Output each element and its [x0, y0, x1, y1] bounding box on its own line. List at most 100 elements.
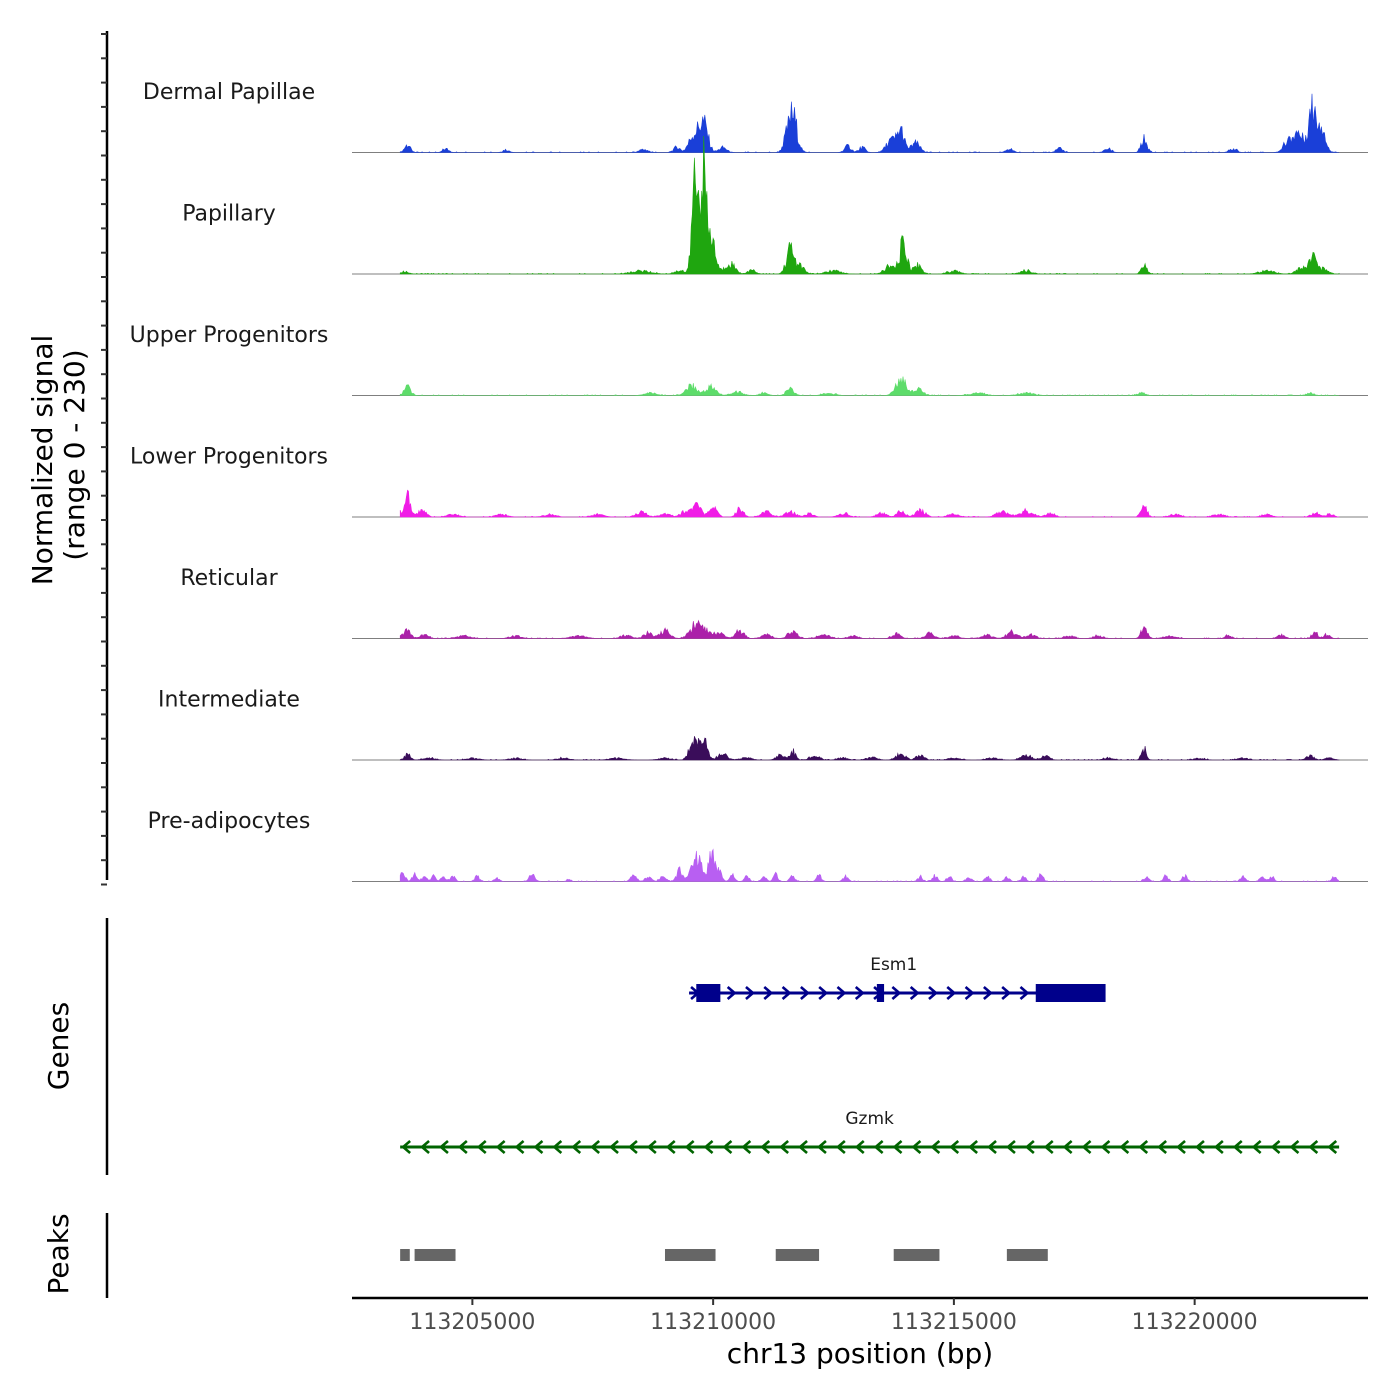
strand-arrow: [781, 986, 792, 1000]
x-tick-label: 113210000: [650, 1310, 776, 1335]
exon-block: [876, 984, 885, 1002]
strand-arrow: [798, 1140, 808, 1154]
strand-arrow: [420, 1140, 430, 1154]
coverage-track: Reticular: [180, 566, 1368, 639]
exon-block: [696, 984, 721, 1002]
strand-arrow: [983, 986, 993, 1000]
track-label: Pre-adipocytes: [148, 809, 311, 834]
strand-arrow: [401, 1140, 411, 1154]
coverage-track: Intermediate: [158, 688, 1368, 761]
strand-arrow: [760, 1140, 771, 1154]
strand-arrow: [1251, 1140, 1262, 1154]
strand-arrow: [1327, 1140, 1338, 1154]
genes-panel: Esm1 Gzmk: [400, 955, 1340, 1154]
coverage-tracks: Dermal Papillae Papillary Upper Progenitor…: [130, 80, 1368, 882]
strand-arrow: [665, 1140, 676, 1154]
strand-arrow: [1308, 1140, 1319, 1154]
coverage-track: Pre-adipocytes: [148, 809, 1368, 882]
strand-arrow: [571, 1140, 582, 1154]
strand-arrow: [1194, 1140, 1205, 1154]
peak-region: [1006, 1249, 1048, 1261]
x-tick-label: 113205000: [409, 1310, 535, 1335]
signal-area: [399, 489, 1340, 518]
strand-arrow: [892, 1140, 903, 1154]
track-label: Reticular: [180, 566, 278, 591]
strand-arrow: [779, 1140, 789, 1154]
track-label: Upper Progenitors: [130, 323, 329, 348]
strand-arrow: [1289, 1140, 1300, 1154]
strand-arrow: [457, 1140, 468, 1154]
track-label: Intermediate: [158, 688, 300, 713]
strand-arrow: [816, 1140, 827, 1154]
strand-arrow: [1138, 1140, 1149, 1154]
strand-arrow: [854, 986, 865, 1000]
x-tick-label: 113215000: [891, 1310, 1017, 1335]
strand-arrow: [891, 986, 902, 1000]
strand-arrow: [684, 1140, 695, 1154]
signal-area: [399, 848, 1340, 882]
strand-arrow: [726, 986, 737, 1000]
coverage-track: Upper Progenitors: [130, 323, 1368, 396]
strand-arrow: [1081, 1140, 1092, 1154]
strand-arrow: [873, 1140, 884, 1154]
strand-arrow: [763, 986, 774, 1000]
genes-panel-title: Genes: [42, 1002, 75, 1090]
peak-region: [414, 1249, 456, 1261]
strand-arrow: [800, 986, 810, 1000]
strand-arrow: [590, 1140, 600, 1154]
strand-arrow: [1157, 1140, 1167, 1154]
strand-arrow: [476, 1140, 487, 1154]
peaks-panel-title: Peaks: [42, 1213, 75, 1294]
strand-arrow: [854, 1140, 865, 1154]
strand-arrow: [1043, 1140, 1054, 1154]
strand-arrow: [930, 1140, 941, 1154]
signal-area: [399, 93, 1340, 153]
strand-arrow: [1005, 1140, 1016, 1154]
strand-arrow: [627, 1140, 638, 1154]
strand-arrow: [1001, 986, 1012, 1000]
strand-arrow: [818, 986, 829, 1000]
strand-arrow: [514, 1140, 525, 1154]
coverage-track: Papillary: [182, 135, 1368, 275]
coverage-track: Lower Progenitors: [130, 445, 1368, 518]
signal-area: [399, 736, 1340, 761]
strand-arrow: [911, 1140, 922, 1154]
peak-region: [400, 1249, 410, 1261]
strand-arrow: [495, 1140, 506, 1154]
strand-arrow: [836, 986, 847, 1000]
strand-arrow: [646, 1140, 657, 1154]
exon-block: [1035, 984, 1106, 1002]
strand-arrow: [552, 1140, 563, 1154]
strand-arrow: [949, 1140, 960, 1154]
strand-arrow: [1019, 986, 1030, 1000]
strand-arrow: [964, 986, 975, 1000]
strand-arrow: [722, 1140, 733, 1154]
x-tick-label: 113220000: [1132, 1310, 1258, 1335]
coverage-y-ticks: [101, 33, 107, 886]
strand-arrow: [1213, 1140, 1224, 1154]
gene-label: Esm1: [870, 955, 917, 975]
peak-region: [664, 1249, 716, 1261]
gene-label: Gzmk: [845, 1109, 894, 1129]
track-label: Dermal Papillae: [143, 80, 315, 105]
signal-area: [399, 135, 1340, 275]
strand-arrow: [1062, 1140, 1073, 1154]
peaks-panel: [400, 1249, 1048, 1261]
x-axis-ticks: 113205000 113210000 113215000 113220000: [409, 1298, 1258, 1335]
peak-region: [775, 1249, 820, 1261]
strand-arrow: [946, 986, 957, 1000]
strand-arrow: [928, 986, 938, 1000]
strand-arrow: [438, 1140, 449, 1154]
strand-arrow: [703, 1140, 714, 1154]
signal-area: [399, 619, 1341, 639]
gene-model: Gzmk: [400, 1109, 1340, 1154]
signal-area: [399, 376, 1340, 396]
x-axis-title: chr13 position (bp): [727, 1337, 993, 1370]
strand-arrow: [1232, 1140, 1243, 1154]
strand-arrow: [1100, 1140, 1111, 1154]
track-label: Papillary: [182, 202, 276, 227]
strand-arrow: [609, 1140, 619, 1154]
strand-arrow: [533, 1140, 544, 1154]
track-label: Lower Progenitors: [130, 445, 328, 470]
